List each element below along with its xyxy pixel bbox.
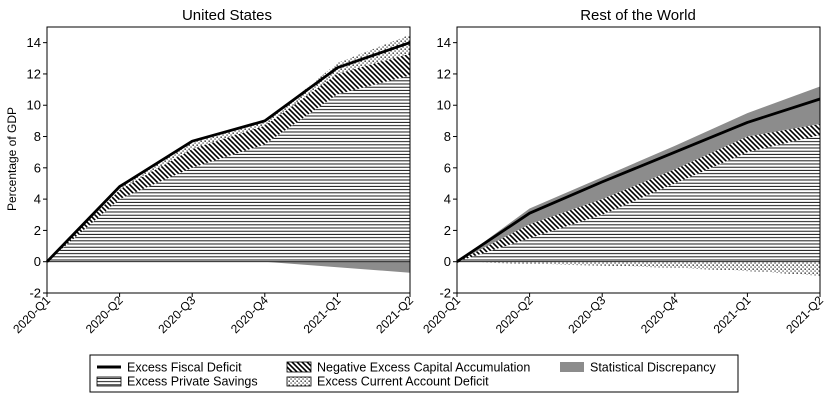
legend-label: Negative Excess Capital Accumulation	[317, 361, 530, 375]
legend-item-excess-fiscal-deficit: Excess Fiscal Deficit	[97, 361, 242, 375]
x-tick-label: 2021-Q1	[711, 293, 754, 336]
y-tick-label: -2	[29, 286, 41, 301]
legend-item-statistical-discrepancy: Statistical Discrepancy	[560, 361, 716, 375]
y-tick-label: 14	[437, 35, 451, 50]
x-tick-label: 2020-Q4	[228, 293, 271, 336]
y-tick-label: 2	[444, 223, 451, 238]
y-tick-label: 2	[34, 223, 41, 238]
y-tick-label: 8	[34, 129, 41, 144]
y-tick-label: 6	[444, 160, 451, 175]
y-tick-label: 0	[34, 254, 41, 269]
x-tick-label: 2021-Q1	[301, 293, 344, 336]
x-tick-label: 2020-Q3	[155, 293, 198, 336]
plot-frame	[456, 26, 821, 294]
y-tick-label: 12	[27, 66, 41, 81]
legend-item-excess-current-account-deficit: Excess Current Account Deficit	[286, 375, 489, 389]
y-tick-label: 6	[34, 160, 41, 175]
y-tick-label: -2	[439, 286, 451, 301]
legend-box	[89, 354, 739, 393]
y-tick-label: 4	[444, 192, 451, 207]
x-tick-label: 2020-Q2	[83, 293, 126, 336]
legend-label: Excess Private Savings	[127, 375, 258, 389]
plot-frame	[46, 26, 411, 294]
y-tick-label: 0	[444, 254, 451, 269]
x-tick-label: 2020-Q4	[638, 293, 681, 336]
line-excess-fiscal-deficit	[456, 97, 821, 263]
y-tick-label: 10	[437, 98, 451, 113]
legend-swatch-dots	[286, 376, 312, 387]
legend-swatch-hlines	[96, 376, 122, 387]
x-tick-label: 2021-Q2	[373, 293, 416, 336]
panel-united-states: United States Percentage of GDP -2 0 2 4 6 8 1…	[5, 7, 416, 336]
line-excess-fiscal-deficit	[45, 41, 411, 263]
y-axis-label: Percentage of GDP	[5, 107, 19, 211]
y-tick-label: 12	[437, 66, 451, 81]
legend-label: Excess Current Account Deficit	[317, 375, 489, 389]
legend-label: Statistical Discrepancy	[590, 361, 716, 375]
y-tick-label: 14	[27, 35, 41, 50]
legend-item-excess-private-savings: Excess Private Savings	[96, 375, 258, 389]
legend: Excess Fiscal Deficit Excess Private Sav…	[89, 354, 739, 393]
legend-label: Excess Fiscal Deficit	[127, 361, 242, 375]
legend-swatch-diag	[286, 361, 312, 373]
band-excess-private-savings	[47, 75, 410, 262]
legend-item-negative-excess-capital-accumulation: Negative Excess Capital Accumulation	[286, 361, 530, 375]
band-statistical-discrepancy	[47, 261, 410, 273]
y-tick-label: 10	[27, 98, 41, 113]
x-tick-label: 2020-Q2	[493, 293, 536, 336]
y-tick-label: 8	[444, 129, 451, 144]
band-negative-excess-capital-accumulation	[47, 53, 410, 262]
legend-swatch-gray	[560, 362, 584, 372]
chart-title-row: Rest of the World	[580, 7, 696, 24]
band-excess-current-account-deficit	[457, 261, 820, 276]
band-negative-excess-capital-accumulation	[457, 124, 820, 262]
band-excess-current-account-deficit	[47, 34, 410, 262]
chart-title-us: United States	[182, 7, 272, 24]
x-tick-label: 2021-Q2	[783, 293, 826, 336]
x-tick-label: 2020-Q3	[565, 293, 608, 336]
y-tick-label: 4	[34, 192, 41, 207]
band-excess-private-savings	[457, 135, 820, 262]
